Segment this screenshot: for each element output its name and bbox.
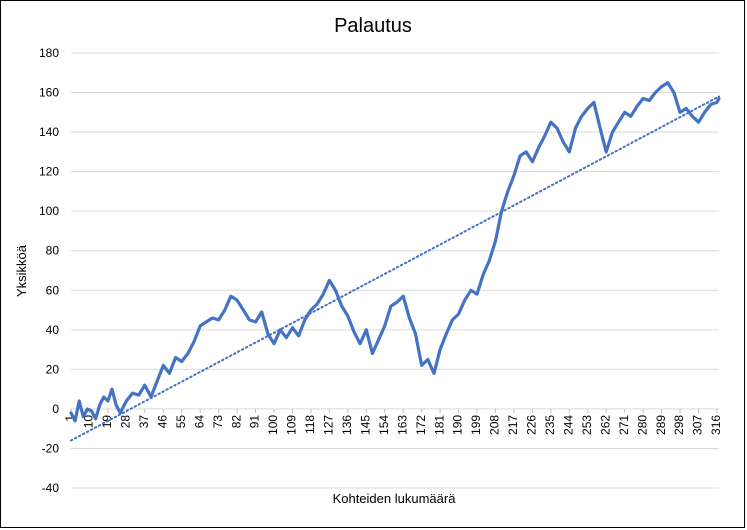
- x-tick-label: 271: [617, 415, 631, 435]
- y-tick-label: 100: [39, 204, 59, 218]
- x-tick-label: 280: [635, 415, 649, 435]
- x-tick-label: 316: [709, 415, 723, 435]
- x-tick-label: 145: [358, 415, 372, 435]
- x-tick-label: 64: [192, 415, 206, 429]
- y-tick-label: -20: [42, 441, 60, 455]
- y-tick-label: -40: [42, 481, 60, 495]
- y-tick-label: 40: [46, 323, 60, 337]
- y-tick-label: 0: [52, 402, 59, 416]
- x-tick-label: 73: [211, 415, 225, 429]
- chart-title: Palautus: [334, 15, 412, 37]
- x-tick-label: 289: [654, 415, 668, 435]
- x-tick-label: 298: [672, 415, 686, 435]
- series-line-0: [69, 81, 721, 423]
- x-tick-label: 82: [229, 415, 243, 429]
- x-tick-label: 55: [174, 415, 188, 429]
- x-tick-label: 226: [525, 415, 539, 435]
- x-tick-label: 91: [248, 415, 262, 429]
- x-tick-label: 199: [469, 415, 483, 435]
- y-tick-labels: -40 -20 0 20 40 60 80 100 120 140 160 180: [39, 46, 59, 495]
- y-axis-label: Yksikköä: [14, 244, 29, 297]
- x-tick-label: 217: [506, 415, 520, 435]
- y-tick-label: 20: [46, 362, 60, 376]
- x-tick-label: 208: [488, 415, 502, 435]
- y-tick-label: 60: [46, 283, 60, 297]
- y-tick-label: 140: [39, 125, 59, 139]
- x-tick-label: 136: [340, 415, 354, 435]
- x-tick-label: 262: [598, 415, 612, 435]
- x-tick-labels: 1 10 19 28 37 46 55 64 73 82 91 100 109 118 127 136 145 1…: [63, 408, 723, 435]
- x-tick-label: 181: [432, 415, 446, 435]
- x-axis-label: Kohteiden lukumäärä: [333, 491, 457, 506]
- x-tick-label: 154: [377, 415, 391, 435]
- x-tick-label: 163: [395, 415, 409, 435]
- x-tick-label: 253: [580, 415, 594, 435]
- x-tick-label: 46: [155, 415, 169, 429]
- x-tick-label: 244: [561, 415, 575, 435]
- x-tick-label: 127: [322, 415, 336, 435]
- series-layer: [69, 81, 721, 442]
- x-tick-label: 109: [285, 415, 299, 435]
- y-tick-label: 80: [46, 244, 60, 258]
- x-tick-label: 235: [543, 415, 557, 435]
- x-tick-label: 190: [451, 415, 465, 435]
- y-tick-label: 160: [39, 86, 59, 100]
- y-tick-label: 120: [39, 165, 59, 179]
- x-tick-label: 10: [82, 415, 96, 429]
- x-tick-label: 1: [63, 415, 77, 422]
- x-tick-label: 118: [303, 415, 317, 434]
- trendline: [70, 95, 720, 442]
- x-tick-label: 172: [414, 415, 428, 435]
- y-tick-label: 180: [39, 46, 59, 60]
- x-tick-label: 307: [691, 415, 705, 435]
- x-tick-label: 28: [119, 415, 133, 429]
- x-tick-label: 100: [266, 415, 280, 435]
- x-tick-label: 37: [137, 415, 151, 429]
